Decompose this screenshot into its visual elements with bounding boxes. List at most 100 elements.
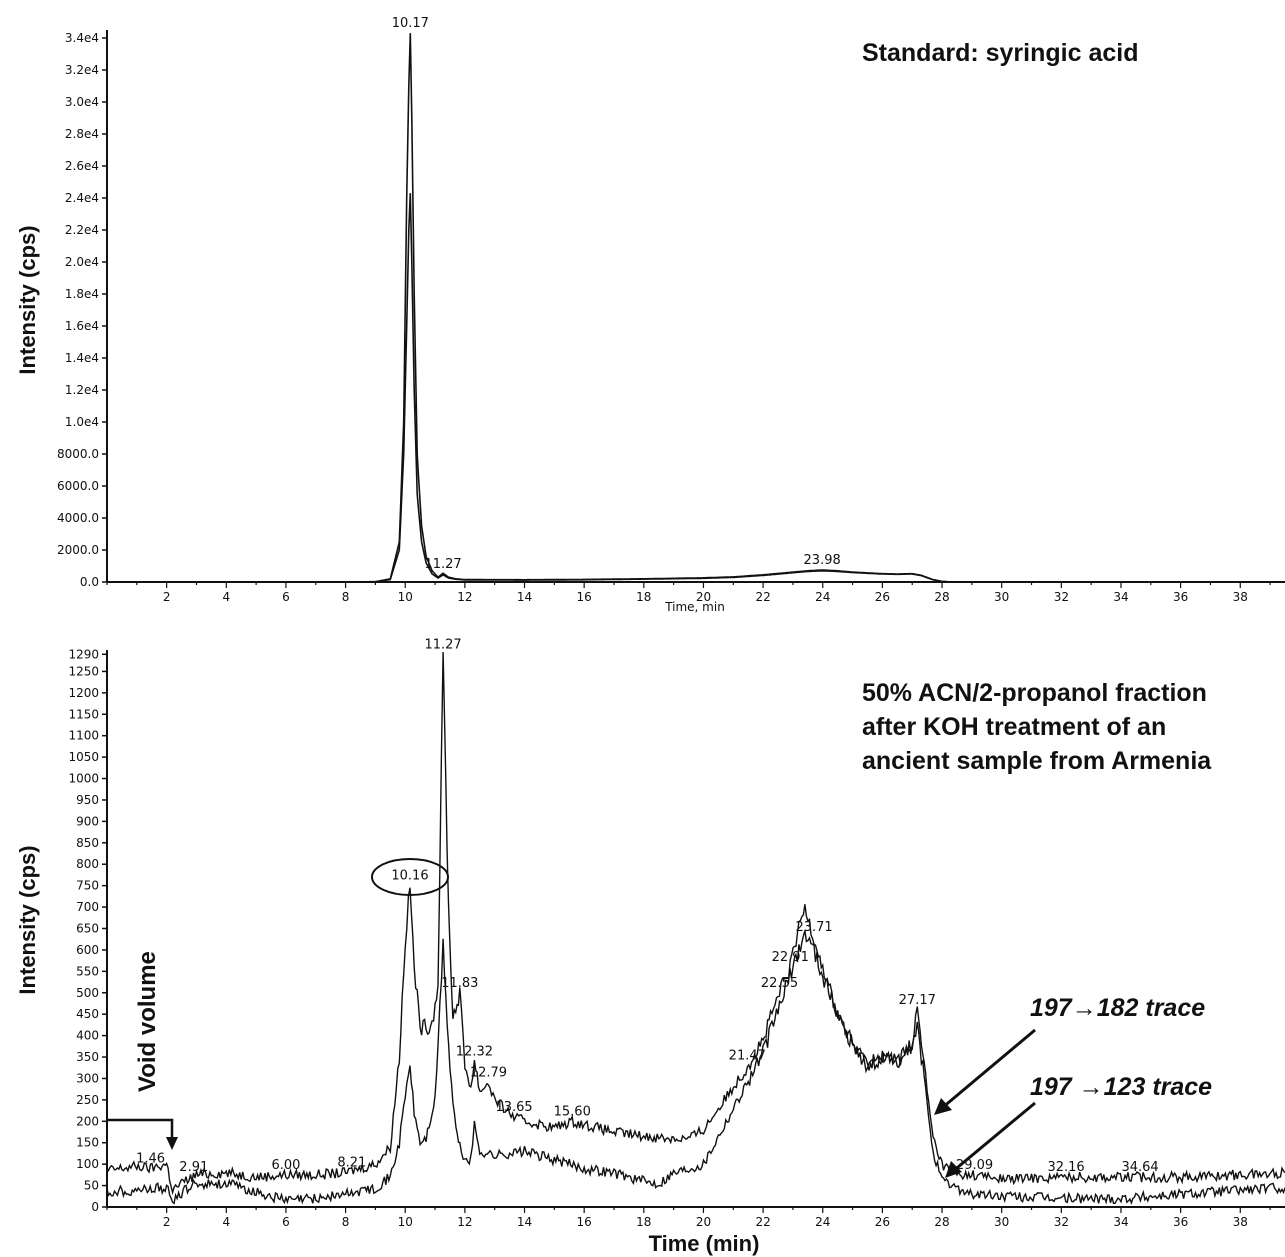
top-y-tick-label: 3.0e4 (65, 95, 99, 109)
top-peak-label: 23.98 (804, 553, 841, 568)
bottom-peak-label: 8.21 (337, 1156, 366, 1171)
bottom-x-axis-label: Time (min) (649, 1231, 760, 1256)
bottom-peak-label: 27.17 (899, 993, 936, 1008)
bottom-y-tick-label: 600 (76, 943, 99, 957)
bottom-y-tick-label: 450 (76, 1007, 99, 1021)
top-y-tick-label: 3.4e4 (65, 31, 99, 45)
trace-123-label: 197 →123 trace (1030, 1073, 1212, 1101)
top-x-tick-label: 20 (696, 590, 711, 604)
top-y-axis-label: Intensity (cps) (15, 225, 40, 374)
bottom-x-tick-label: 28 (934, 1215, 949, 1229)
top-peak-label: 10.17 (392, 16, 429, 31)
top-y-tick-label: 4000.0 (57, 511, 99, 525)
highlight-circle (371, 858, 449, 896)
bottom-peak-label: 6.00 (271, 1158, 300, 1173)
top-x-tick-label: 18 (636, 590, 651, 604)
top-y-tick-label: 2.0e4 (65, 255, 99, 269)
bottom-x-tick-label: 22 (755, 1215, 770, 1229)
top-trace-1 (107, 33, 1285, 583)
trace-182-arrow (941, 1028, 1036, 1110)
top-y-tick-label: 2.2e4 (65, 223, 99, 237)
top-x-tick-label: 32 (1054, 590, 1069, 604)
bottom-x-tick-label: 30 (994, 1215, 1009, 1229)
bottom-y-tick-label: 500 (76, 986, 99, 1000)
bottom-y-tick-label: 1200 (68, 686, 99, 700)
bottom-x-tick-label: 10 (398, 1215, 413, 1229)
bottom-y-tick-label: 1150 (68, 707, 99, 721)
bottom-peak-label: 11.27 (424, 637, 461, 652)
bottom-y-tick-label: 1050 (68, 750, 99, 764)
void-volume-arrow (108, 1118, 174, 1140)
top-y-tick-label: 1.2e4 (65, 383, 99, 397)
bottom-trace-2 (106, 930, 1285, 1205)
bottom-x-tick-label: 18 (636, 1215, 651, 1229)
bottom-y-tick-label: 650 (76, 922, 99, 936)
top-x-tick-label: 10 (398, 590, 413, 604)
bottom-y-tick-label: 700 (76, 900, 99, 914)
top-y-tick-label: 1.4e4 (65, 351, 99, 365)
top-x-tick-label: 4 (222, 590, 230, 604)
bottom-x-tick-label: 38 (1233, 1215, 1248, 1229)
bottom-x-tick-label: 6 (282, 1215, 290, 1229)
top-x-tick-label: 16 (577, 590, 592, 604)
bottom-peak-label: 1.46 (136, 1151, 165, 1166)
top-y-tick-label: 2.8e4 (65, 127, 99, 141)
bottom-y-tick-label: 300 (76, 1071, 99, 1085)
bottom-y-tick-label: 950 (76, 793, 99, 807)
bottom-y-tick-label: 1100 (68, 729, 99, 743)
bottom-chart-title-line-3: ancient sample from Armenia (862, 747, 1212, 775)
bottom-x-tick-label: 34 (1113, 1215, 1128, 1229)
top-y-tick-label: 0.0 (80, 575, 99, 589)
bottom-y-tick-label: 100 (76, 1157, 99, 1171)
bottom-peak-labels: 1.46 2.91 6.00 8.21 10.16 11.27 11.83 12.32 12.7… (136, 637, 1159, 1175)
top-x-tick-label: 14 (517, 590, 532, 604)
bottom-x-tick-label: 16 (577, 1215, 592, 1229)
top-y-tick-label: 2.4e4 (65, 191, 99, 205)
top-trace-2 (107, 193, 1285, 583)
bottom-y-tick-label: 850 (76, 836, 99, 850)
top-x-tick-label: 12 (457, 590, 472, 604)
bottom-chart-title-line-2: after KOH treatment of an (862, 713, 1166, 741)
top-gridless-axes: 0.0 2000.0 4000.0 6000.0 8000.0 1.0e4 1.2e4 1.4… (57, 30, 1285, 604)
top-y-tick-label: 8000.0 (57, 447, 99, 461)
bottom-y-tick-label: 150 (76, 1136, 99, 1150)
bottom-x-tick-label: 14 (517, 1215, 532, 1229)
bottom-y-tick-label: 350 (76, 1050, 99, 1064)
bottom-x-tick-label: 12 (457, 1215, 472, 1229)
top-y-tick-label: 1.6e4 (65, 319, 99, 333)
top-chart-title: Standard: syringic acid (862, 39, 1138, 67)
bottom-x-tick-label: 26 (875, 1215, 890, 1229)
top-x-tick-label: 28 (934, 590, 949, 604)
bottom-peak-label: 34.64 (1121, 1160, 1158, 1175)
top-x-tick-label: 26 (875, 590, 890, 604)
top-x-axis-label: Time, min (664, 600, 725, 614)
bottom-x-tick-label: 2 (163, 1215, 171, 1229)
top-y-tick-label: 1.0e4 (65, 415, 99, 429)
bottom-y-tick-label: 0 (91, 1200, 99, 1214)
top-y-tick-label: 6000.0 (57, 479, 99, 493)
bottom-peak-label: 12.79 (470, 1066, 507, 1081)
bottom-peak-label: 21.47 (729, 1049, 766, 1064)
bottom-chart-title-line-1: 50% ACN/2-propanol fraction (862, 679, 1207, 707)
bottom-traces (106, 651, 1285, 1205)
void-volume-arrowhead (166, 1137, 178, 1150)
bottom-peak-label: 22.55 (761, 976, 798, 991)
top-x-tick-label: 34 (1113, 590, 1128, 604)
bottom-peak-label: 11.83 (441, 976, 478, 991)
bottom-peak-label: 23.71 (795, 920, 832, 935)
bottom-y-tick-label: 750 (76, 879, 99, 893)
bottom-y-tick-label: 550 (76, 964, 99, 978)
bottom-y-tick-label: 250 (76, 1093, 99, 1107)
bottom-y-tick-label: 1250 (68, 664, 99, 678)
trace-182-label: 197→182 trace (1030, 994, 1205, 1022)
bottom-peak-label: 13.65 (495, 1100, 532, 1115)
bottom-y-tick-label: 1290 (68, 647, 99, 661)
bottom-x-tick-label: 36 (1173, 1215, 1188, 1229)
bottom-peak-label: 32.16 (1047, 1160, 1084, 1175)
bottom-y-tick-label: 50 (84, 1179, 99, 1193)
top-y-tick-label: 3.2e4 (65, 63, 99, 77)
bottom-y-tick-label: 200 (76, 1114, 99, 1128)
bottom-trace-1 (106, 651, 1285, 1196)
bottom-peak-label: 15.60 (554, 1104, 591, 1119)
